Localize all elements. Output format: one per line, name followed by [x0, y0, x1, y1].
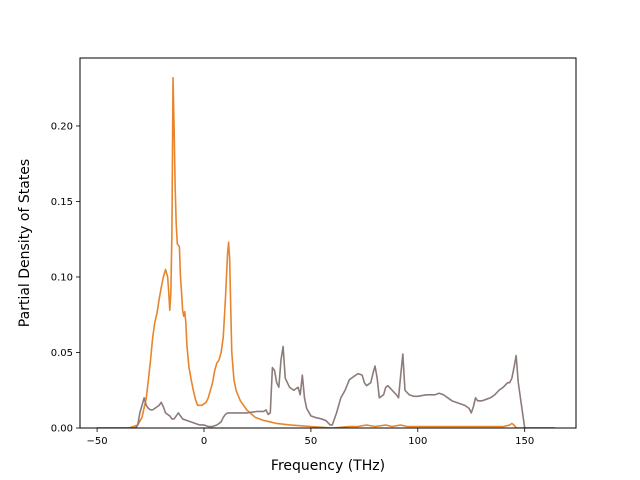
- x-tick-label: −50: [87, 436, 108, 447]
- y-tick-label: 0.15: [51, 197, 73, 208]
- x-tick-label: 0: [201, 436, 207, 447]
- series-line-1: [97, 76, 555, 428]
- x-tick-label: 50: [305, 436, 318, 447]
- axes-frame: [79, 57, 577, 429]
- series-line-2: [97, 345, 555, 428]
- x-tick-label: 150: [515, 436, 534, 447]
- y-tick-label: 0.05: [51, 348, 73, 359]
- series-layer: [97, 76, 555, 428]
- x-axis-label: Frequency (THz): [271, 458, 385, 474]
- y-tick-label: 0.20: [51, 121, 73, 132]
- y-tick-label: 0.10: [51, 272, 73, 283]
- y-tick-label: 0.00: [51, 424, 73, 435]
- x-tick-label: 100: [408, 436, 427, 447]
- y-axis-label: Partial Density of States: [17, 159, 33, 327]
- plot-area: [79, 57, 577, 429]
- y-axis-ticks: 0.00 0.05 0.10 0.15 0.20: [51, 121, 80, 435]
- x-axis-ticks: −50 0 50 100 150: [87, 428, 534, 447]
